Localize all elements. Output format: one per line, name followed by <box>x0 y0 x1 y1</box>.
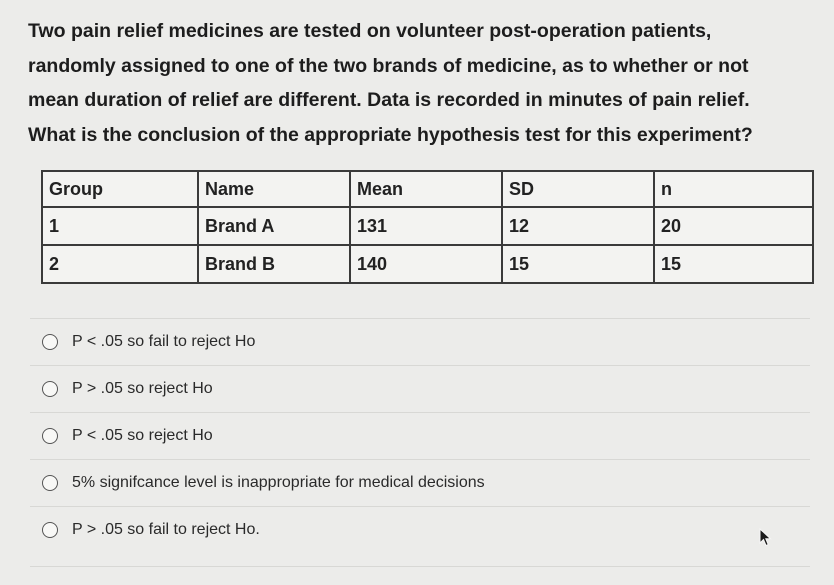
header-name: Name <box>197 170 351 208</box>
radio-button[interactable] <box>42 428 58 444</box>
header-group: Group <box>41 170 199 208</box>
cell-group: 1 <box>41 206 199 246</box>
cell-group: 2 <box>41 244 199 284</box>
answer-option-3[interactable]: P < .05 so reject Ho <box>30 412 810 459</box>
answer-option-4[interactable]: 5% signifcance level is inappropriate fo… <box>30 459 810 506</box>
header-n: n <box>653 170 814 208</box>
cell-mean: 131 <box>349 206 503 246</box>
header-mean: Mean <box>349 170 503 208</box>
answer-option-5[interactable]: P > .05 so fail to reject Ho. <box>30 506 810 553</box>
radio-button[interactable] <box>42 381 58 397</box>
option-label: 5% signifcance level is inappropriate fo… <box>72 474 485 491</box>
radio-button[interactable] <box>42 475 58 491</box>
radio-button[interactable] <box>42 522 58 538</box>
answer-option-1[interactable]: P < .05 so fail to reject Ho <box>30 318 810 365</box>
question-line: randomly assigned to one of the two bran… <box>28 54 749 77</box>
option-label: P < .05 so fail to reject Ho <box>72 333 256 350</box>
option-label: P > .05 so fail to reject Ho. <box>72 521 260 538</box>
question-line: mean duration of relief are different. D… <box>28 89 750 111</box>
option-label: P < .05 so reject Ho <box>72 427 213 444</box>
answer-options: P < .05 so fail to reject Ho P > .05 so … <box>30 318 810 553</box>
question-line: What is the conclusion of the appropriat… <box>28 123 753 146</box>
cell-name: Brand B <box>197 244 351 284</box>
table-row: 1 Brand A 131 12 20 <box>41 206 814 246</box>
cell-sd: 12 <box>501 206 655 246</box>
data-table: Group Name Mean SD n 1 Brand A 131 12 20… <box>41 170 814 284</box>
answer-option-2[interactable]: P > .05 so reject Ho <box>30 365 810 412</box>
option-label: P > .05 so reject Ho <box>72 380 213 397</box>
cell-name: Brand A <box>197 206 351 246</box>
table-header-row: Group Name Mean SD n <box>41 170 814 208</box>
question-line: Two pain relief medicines are tested on … <box>28 20 712 42</box>
cell-sd: 15 <box>501 244 655 284</box>
cell-n: 15 <box>653 244 814 284</box>
divider <box>30 566 810 567</box>
header-sd: SD <box>501 170 655 208</box>
cell-n: 20 <box>653 206 814 246</box>
table-row: 2 Brand B 140 15 15 <box>41 244 814 284</box>
cell-mean: 140 <box>349 244 503 284</box>
radio-button[interactable] <box>42 334 58 350</box>
question-text: Two pain relief medicines are tested on … <box>28 14 818 152</box>
